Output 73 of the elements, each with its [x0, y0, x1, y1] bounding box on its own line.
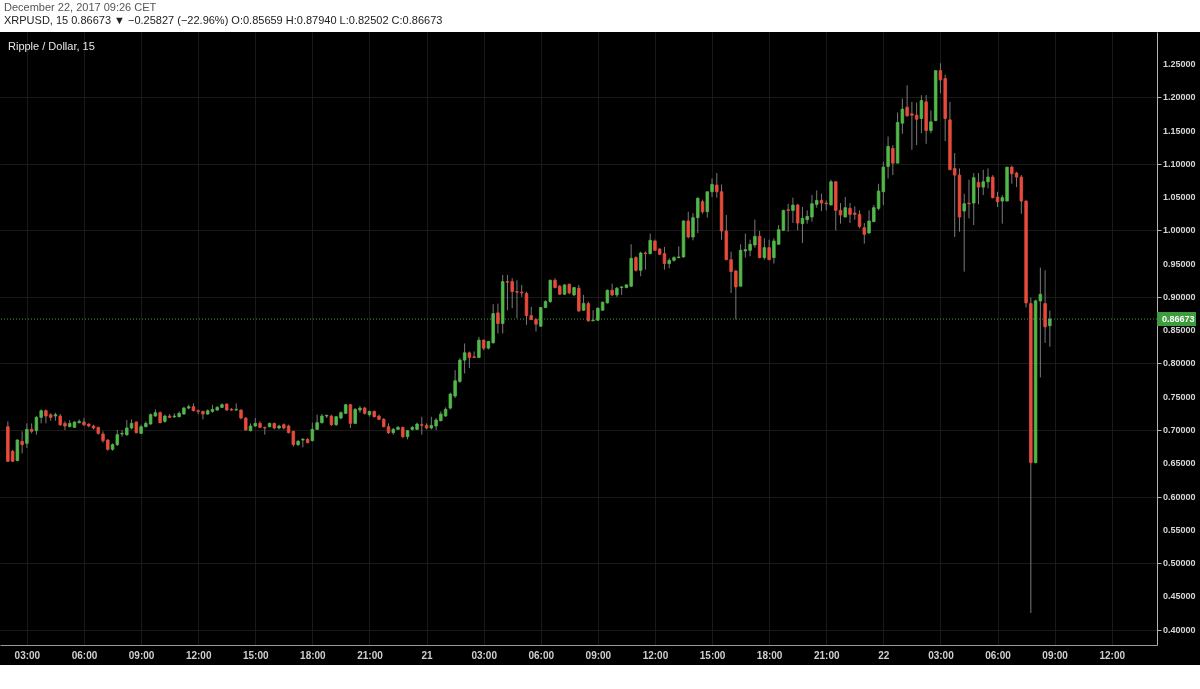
y-tick-label: 1.25000	[1163, 58, 1196, 69]
x-tick-label: 21:00	[813, 649, 840, 661]
candlestick	[662, 246, 667, 271]
x-tick-label: 15:00	[699, 649, 726, 661]
ref-line-label: 0.86673	[1162, 314, 1195, 325]
y-tick-label: 0.60000	[1163, 491, 1196, 502]
x-tick-label: 09:00	[585, 649, 612, 661]
x-tick-label: 18:00	[300, 649, 327, 661]
y-tick-label: 0.90000	[1163, 291, 1196, 302]
candlestick	[757, 230, 762, 259]
y-tick-label: 1.10000	[1163, 158, 1196, 169]
x-tick-label: 21:00	[357, 649, 384, 661]
x-tick-label: 12:00	[185, 649, 212, 661]
x-tick-label: 06:00	[985, 649, 1012, 661]
y-tick-label: 1.20000	[1163, 92, 1196, 103]
candlestick	[791, 197, 795, 224]
candlestick	[301, 437, 305, 448]
y-tick-label: 0.70000	[1163, 425, 1196, 436]
x-tick-label: 09:00	[128, 649, 155, 661]
x-tick-label: 09:00	[1042, 649, 1069, 661]
y-tick-label: 0.65000	[1163, 458, 1196, 469]
candlestick	[862, 222, 866, 245]
candlestick	[505, 274, 510, 311]
y-tick-label: 0.40000	[1163, 624, 1196, 635]
y-tick-label: 0.75000	[1163, 391, 1196, 402]
candlestick	[348, 403, 353, 429]
candlestick	[686, 211, 690, 239]
y-tick-label: 1.00000	[1163, 225, 1196, 236]
candlestick	[800, 206, 805, 244]
candlestick	[967, 179, 971, 219]
y-tick-label: 0.80000	[1163, 358, 1196, 369]
x-tick-label: 12:00	[1099, 649, 1126, 661]
candlestick	[829, 179, 833, 206]
x-tick-label: 22	[878, 649, 890, 661]
candlestick	[25, 422, 29, 449]
text: Ripple / Dollar, 15	[8, 40, 95, 52]
x-tick-label: 12:00	[642, 649, 669, 661]
y-tick-label: 0.55000	[1163, 524, 1196, 535]
candlestick	[962, 193, 966, 273]
text: December 22, 2017 09:26 CET	[4, 1, 158, 14]
x-tick-label: 18:00	[756, 649, 783, 661]
candlestick	[929, 110, 933, 134]
x-tick-label: 06:00	[71, 649, 98, 661]
x-tick-label: 06:00	[528, 649, 555, 661]
candlestick	[638, 251, 643, 277]
candlestick	[843, 196, 847, 218]
candlestick	[496, 303, 500, 335]
candlestick	[919, 94, 924, 134]
x-tick-label: 03:00	[928, 649, 955, 661]
candlestick	[610, 283, 614, 297]
candlestick	[762, 237, 767, 261]
y-tick-label: 0.95000	[1163, 258, 1196, 269]
y-tick-label: 1.05000	[1163, 192, 1196, 203]
x-tick-label: 21	[421, 649, 434, 661]
candlestick	[976, 172, 981, 205]
candlestick	[1048, 310, 1052, 348]
candlestick	[914, 102, 919, 146]
y-tick-label: 0.85000	[1163, 325, 1196, 336]
y-tick-label: 0.45000	[1163, 591, 1196, 602]
candlestick	[524, 291, 529, 326]
candlestick	[1043, 269, 1047, 344]
x-tick-label: 15:00	[242, 649, 269, 661]
candlestick	[891, 144, 895, 176]
x-tick-label: 03:00	[14, 649, 41, 661]
text: XRPUSD, 15 0.86673 ▼ −0.25827 (−22.96%) O:0.85659 H:0.87940 L:0.82502 C:0.86673	[4, 14, 444, 27]
candlestick	[20, 430, 24, 454]
candlestick	[577, 284, 581, 313]
y-tick-label: 0.50000	[1163, 558, 1196, 569]
candlestick	[795, 203, 800, 231]
candlestick	[786, 203, 790, 233]
x-tick-label: 03:00	[471, 649, 498, 661]
candlestick	[586, 301, 591, 323]
y-tick-label: 1.15000	[1163, 125, 1196, 136]
